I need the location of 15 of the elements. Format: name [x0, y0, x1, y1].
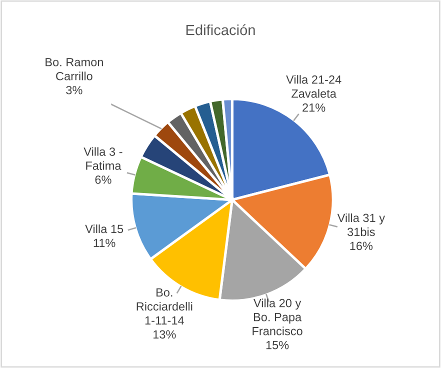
slice-label: Bo. Ramon Carrillo — [46, 58, 103, 80]
data-label: 16% — [350, 242, 373, 250]
data-label: 13% — [153, 330, 176, 339]
slice-label: Villa 21-24 Zavaleta — [286, 75, 342, 98]
data-label: 21% — [302, 103, 326, 112]
data-label: 3% — [66, 86, 82, 94]
chart-title: Edificación — [186, 24, 255, 36]
slice-label: Bo. Ricciardelli 1-11-14 — [136, 288, 192, 324]
slice-label: Villa 20 y Bo. Papa Francisco — [252, 298, 302, 336]
data-label: 6% — [95, 176, 112, 184]
data-label: 11% — [94, 238, 116, 248]
slice-label: Villa 31 y 31bis — [337, 213, 385, 236]
slice-label: Villa 3 - Fatima — [84, 147, 122, 170]
data-label: 15% — [266, 340, 289, 350]
slice-label: Villa 15 — [85, 224, 124, 234]
